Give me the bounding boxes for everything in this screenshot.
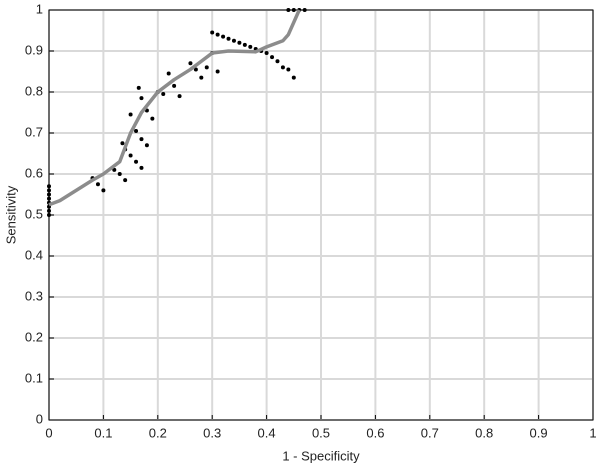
y-tick-label: 0.2 — [25, 329, 43, 344]
y-axis-label: Sensitivity — [3, 185, 18, 244]
point — [199, 75, 204, 80]
point — [215, 32, 220, 37]
x-tick-label: 0.2 — [149, 425, 167, 440]
point — [302, 8, 307, 12]
point — [128, 153, 133, 158]
point — [144, 143, 149, 148]
point — [139, 96, 144, 101]
point — [117, 172, 122, 176]
point — [47, 188, 51, 193]
point — [139, 137, 144, 142]
x-tick-label: 0 — [45, 425, 52, 440]
point — [270, 55, 275, 60]
point — [215, 69, 220, 74]
point — [134, 159, 139, 164]
point — [237, 40, 242, 45]
y-tick-label: 0 — [36, 411, 43, 426]
point — [172, 83, 177, 88]
point — [231, 38, 236, 43]
y-tick-label: 0.9 — [25, 42, 43, 57]
point — [139, 165, 144, 170]
point — [47, 213, 51, 217]
point — [286, 8, 291, 12]
point — [150, 116, 155, 121]
x-tick-label: 0.6 — [366, 425, 384, 440]
x-tick-label: 0.4 — [258, 425, 276, 440]
x-tick-label: 0.7 — [421, 425, 439, 440]
y-tick-label: 0.3 — [25, 288, 43, 303]
point — [210, 30, 215, 35]
point — [280, 65, 285, 70]
y-tick-label: 0.7 — [25, 124, 43, 139]
point — [134, 128, 139, 133]
y-tick-label: 0.4 — [25, 247, 43, 262]
y-tick-label: 0.5 — [25, 206, 43, 221]
x-tick-label: 1 — [589, 425, 596, 440]
x-tick-label: 0.1 — [94, 425, 112, 440]
x-tick-label: 0.3 — [203, 425, 221, 440]
point — [204, 65, 209, 70]
line — [48, 9, 301, 207]
point — [226, 36, 231, 41]
point — [275, 59, 280, 64]
point — [286, 67, 291, 72]
point — [291, 75, 296, 80]
point — [47, 196, 51, 201]
point — [136, 85, 141, 90]
point — [123, 178, 128, 183]
x-tick-label: 0.5 — [312, 425, 330, 440]
point — [161, 92, 166, 97]
point — [166, 71, 171, 76]
point — [264, 51, 269, 56]
y-tick-label: 0.6 — [25, 165, 43, 180]
point — [242, 42, 247, 47]
point — [193, 67, 198, 72]
point — [101, 188, 106, 193]
point — [291, 8, 296, 12]
point — [47, 192, 51, 197]
point — [177, 94, 182, 99]
point — [221, 34, 226, 39]
x-axis-label: 1 - Specificity — [282, 448, 360, 463]
point — [112, 167, 117, 172]
point — [128, 112, 133, 117]
x-tick-label: 0.9 — [530, 425, 548, 440]
y-tick-label: 1 — [36, 1, 43, 16]
point — [47, 184, 51, 189]
point — [120, 141, 125, 146]
point — [248, 44, 253, 49]
y-tick-label: 0.1 — [25, 370, 43, 385]
point — [47, 208, 51, 213]
x-tick-label: 0.8 — [475, 425, 493, 440]
point — [188, 61, 193, 66]
point — [95, 182, 100, 187]
y-tick-label: 0.8 — [25, 83, 43, 98]
